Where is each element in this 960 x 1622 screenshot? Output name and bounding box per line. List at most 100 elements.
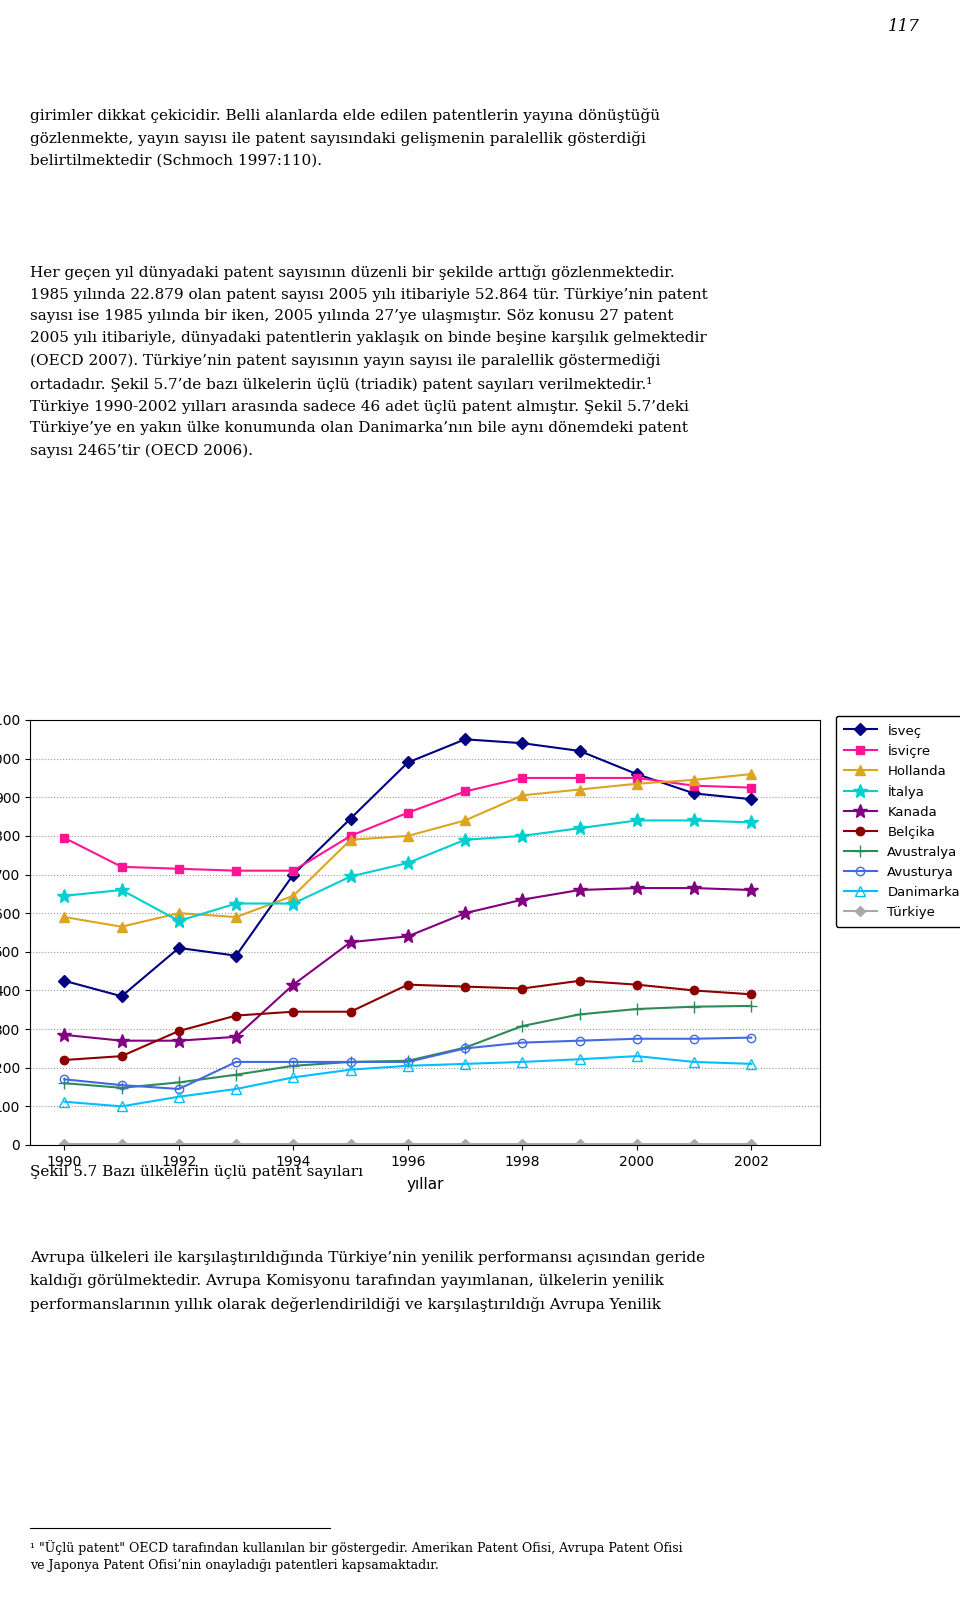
İsveç [230, 946, 242, 965]
Kanada [746, 881, 757, 900]
İsveç [516, 733, 528, 753]
Avusturya [516, 1033, 528, 1053]
Hollanda [516, 785, 528, 805]
Belçika [459, 976, 470, 996]
İsveç [574, 741, 586, 761]
Line: Avusturya: Avusturya [60, 1033, 756, 1093]
Kanada [116, 1032, 128, 1051]
Belçika [746, 985, 757, 1004]
Avustralya [631, 999, 642, 1019]
Line: İsviçre: İsviçre [60, 774, 756, 874]
Line: İsveç: İsveç [60, 735, 756, 1001]
İsviçre [516, 769, 528, 788]
İtalya [574, 819, 586, 839]
Danimarka [631, 1046, 642, 1066]
Belçika [59, 1051, 70, 1071]
Kanada [459, 903, 470, 923]
Text: Her geçen yıl dünyadaki patent sayısının düzenli bir şekilde arttığı gözlenmekte: Her geçen yıl dünyadaki patent sayısının… [30, 264, 708, 457]
Hollanda [402, 826, 414, 845]
Avusturya [631, 1028, 642, 1048]
Belçika [230, 1006, 242, 1025]
Türkiye [345, 1134, 356, 1153]
Belçika [345, 1002, 356, 1022]
İsveç [402, 753, 414, 772]
Avusturya [173, 1079, 184, 1098]
İsviçre [459, 782, 470, 801]
Avustralya [173, 1072, 184, 1092]
Danimarka [345, 1059, 356, 1079]
Avusturya [345, 1053, 356, 1072]
Türkiye [746, 1134, 757, 1153]
Line: Avustralya: Avustralya [59, 999, 757, 1095]
Avusturya [230, 1053, 242, 1072]
İsviçre [116, 856, 128, 876]
Kanada [402, 926, 414, 946]
Avustralya [574, 1004, 586, 1023]
Belçika [116, 1046, 128, 1066]
İtalya [345, 866, 356, 886]
Hollanda [288, 886, 300, 905]
Avustralya [288, 1056, 300, 1075]
İsviçre [574, 769, 586, 788]
Hollanda [116, 916, 128, 936]
İsviçre [746, 779, 757, 798]
İtalya [116, 881, 128, 900]
Danimarka [574, 1049, 586, 1069]
Avustralya [116, 1079, 128, 1098]
Avustralya [59, 1074, 70, 1093]
Text: ¹ "Üçlü patent" OECD tarafından kullanılan bir göstergedir. Amerikan Patent Ofis: ¹ "Üçlü patent" OECD tarafından kullanıl… [30, 1539, 683, 1572]
Text: 117: 117 [888, 18, 920, 36]
İsviçre [230, 861, 242, 881]
Belçika [288, 1002, 300, 1022]
İsviçre [288, 861, 300, 881]
Danimarka [402, 1056, 414, 1075]
Hollanda [173, 903, 184, 923]
İtalya [59, 886, 70, 905]
Türkiye [459, 1134, 470, 1153]
Avusturya [688, 1028, 700, 1048]
Danimarka [288, 1067, 300, 1087]
Kanada [574, 881, 586, 900]
Avusturya [746, 1028, 757, 1048]
Avusturya [59, 1069, 70, 1088]
Türkiye [631, 1134, 642, 1153]
Hollanda [59, 907, 70, 926]
Danimarka [59, 1092, 70, 1111]
Belçika [688, 981, 700, 1001]
İtalya [402, 853, 414, 873]
İtalya [173, 912, 184, 931]
İsviçre [631, 769, 642, 788]
İtalya [230, 894, 242, 913]
Belçika [516, 978, 528, 998]
Danimarka [746, 1054, 757, 1074]
Line: Belçika: Belçika [60, 976, 756, 1064]
Belçika [574, 972, 586, 991]
Avustralya [230, 1066, 242, 1085]
İsveç [688, 783, 700, 803]
Line: İtalya: İtalya [58, 814, 758, 928]
Türkiye [59, 1134, 70, 1153]
Hollanda [230, 907, 242, 926]
Danimarka [173, 1087, 184, 1106]
Kanada [516, 890, 528, 910]
Danimarka [116, 1096, 128, 1116]
Kanada [59, 1025, 70, 1045]
Hollanda [746, 764, 757, 783]
İtalya [631, 811, 642, 830]
İsveç [116, 986, 128, 1006]
Kanada [288, 975, 300, 994]
Text: Şekil 5.7 Bazı ülkelerin üçlü patent sayıları: Şekil 5.7 Bazı ülkelerin üçlü patent say… [30, 1165, 363, 1179]
X-axis label: yıllar: yıllar [406, 1178, 444, 1192]
Danimarka [459, 1054, 470, 1074]
Hollanda [345, 830, 356, 850]
Danimarka [230, 1079, 242, 1098]
Line: Hollanda: Hollanda [60, 769, 756, 931]
Hollanda [631, 774, 642, 793]
Line: Türkiye: Türkiye [60, 1140, 755, 1148]
İsviçre [688, 775, 700, 795]
İsveç [59, 972, 70, 991]
Türkiye [173, 1134, 184, 1153]
İsveç [345, 809, 356, 829]
Belçika [631, 975, 642, 994]
Türkiye [402, 1134, 414, 1153]
